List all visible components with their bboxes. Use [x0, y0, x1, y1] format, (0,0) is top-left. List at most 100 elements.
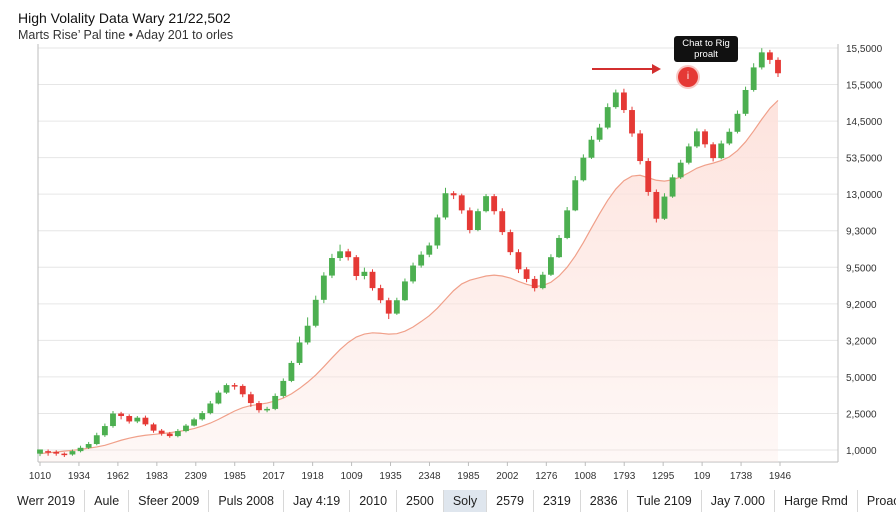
candle-body [572, 180, 579, 211]
candle-body [296, 342, 303, 363]
timeframe-item[interactable]: Werr 2019 [8, 490, 86, 512]
x-tick-label: 1935 [379, 471, 402, 482]
candle-body [466, 210, 473, 231]
candle-body [531, 278, 538, 289]
candle-body [483, 196, 489, 212]
timeframe-item[interactable]: 2500 [397, 490, 444, 512]
timeframe-item[interactable]: Soly [443, 490, 488, 512]
candle-body [620, 92, 627, 111]
candle-body [337, 251, 343, 259]
candle-body [515, 252, 522, 270]
candle-body [142, 417, 149, 425]
candle-body [166, 433, 173, 437]
candle-body [45, 451, 52, 453]
x-tick-label: 1008 [574, 471, 597, 482]
candle-body [580, 157, 587, 181]
candle-body [507, 232, 514, 253]
candle-body [548, 257, 554, 275]
y-tick-label: 9,5000 [846, 263, 877, 274]
timeframe-item[interactable]: 2836 [581, 490, 628, 512]
candle-body [385, 300, 392, 314]
x-tick-label: 2309 [185, 471, 208, 482]
candle-body [669, 177, 676, 197]
candle-body [77, 447, 84, 452]
candle-body [710, 144, 717, 159]
trend-area [40, 100, 778, 463]
timeframe-item[interactable]: 2579 [487, 490, 534, 512]
candle-body [450, 193, 457, 196]
timeframe-item[interactable]: 2010 [350, 490, 398, 512]
candle-body [150, 424, 157, 431]
callout-button[interactable]: Chat to Rig proalt [674, 36, 738, 62]
candle-body [702, 131, 708, 145]
candle-body [264, 408, 270, 411]
x-tick-label: 1946 [769, 471, 792, 482]
timeframe-item[interactable]: Aule [85, 490, 130, 512]
candle-body [69, 451, 76, 455]
timeframe-item[interactable]: Jay 7.000 [702, 490, 775, 512]
x-tick-label: 1738 [730, 471, 753, 482]
x-tick-label: 1985 [457, 471, 480, 482]
candle-body [564, 210, 571, 238]
candle-body [693, 131, 700, 147]
candle-body [499, 211, 506, 233]
candle-body [280, 380, 287, 396]
bottom-timeframe-bar: Werr 2019 Aule Sfeer 2009 Puls 2008 Jay 4:19… [0, 490, 896, 512]
x-tick-label: 1962 [107, 471, 130, 482]
candle-body [645, 161, 652, 192]
candle-body [256, 403, 262, 411]
alert-info-icon[interactable]: i [678, 67, 698, 87]
candle-body [183, 425, 189, 432]
x-tick-label: 1985 [224, 471, 247, 482]
candle-body [158, 430, 165, 434]
candle-body [750, 67, 757, 90]
y-tick-label: 9,2000 [846, 300, 877, 311]
candlestick-chart: 15,5000 15,5000 14,5000 53,5000 13,0000 9,300… [29, 44, 883, 482]
candle-body [61, 453, 68, 456]
candle-body [539, 274, 546, 289]
x-tick-label: 1983 [146, 471, 169, 482]
x-tick-label: 1295 [652, 471, 675, 482]
timeframe-item[interactable]: Tule 2109 [628, 490, 702, 512]
candle-body [231, 385, 238, 387]
timeframe-item[interactable]: Puls 2008 [209, 490, 284, 512]
candle-body [85, 444, 92, 448]
candle-body [734, 113, 741, 132]
candle-body [742, 89, 749, 114]
candle-body [410, 265, 416, 282]
candle-body [247, 394, 254, 404]
candle-body [442, 193, 449, 218]
candle-body [775, 59, 781, 74]
timeframe-item[interactable]: Proact [866, 494, 896, 508]
x-tick-label: 1918 [302, 471, 325, 482]
candle-body [118, 413, 125, 417]
timeframe-item[interactable]: Harge Rmd [775, 490, 858, 512]
candle-body [191, 419, 198, 426]
candle-body [637, 133, 644, 162]
x-tick-label: 1010 [29, 471, 52, 482]
x-tick-label: 2002 [496, 471, 519, 482]
candle-body [101, 426, 108, 436]
candle-body [491, 196, 498, 212]
candle-body [653, 191, 660, 219]
timeframe-item[interactable]: 2319 [534, 490, 581, 512]
candle-body [174, 431, 181, 437]
y-tick-label: 15,5000 [846, 81, 883, 92]
annotation-arrow [592, 64, 664, 74]
y-tick-label: 2,5000 [846, 409, 877, 420]
candle-body [329, 258, 335, 276]
candle-body [556, 237, 562, 258]
candle-body [402, 281, 408, 301]
candle-body [288, 362, 295, 381]
candle-body [426, 245, 433, 255]
y-tick-label: 9,3000 [846, 227, 877, 238]
candle-body [434, 217, 441, 246]
candle-body [458, 195, 465, 211]
x-tick-label: 1793 [613, 471, 636, 482]
candle-body [758, 52, 765, 68]
candle-body [726, 131, 733, 144]
candle-body [369, 271, 376, 289]
timeframe-item[interactable]: Sfeer 2009 [129, 490, 210, 512]
timeframe-item[interactable]: Jay 4:19 [284, 490, 351, 512]
candle-body [110, 413, 116, 427]
